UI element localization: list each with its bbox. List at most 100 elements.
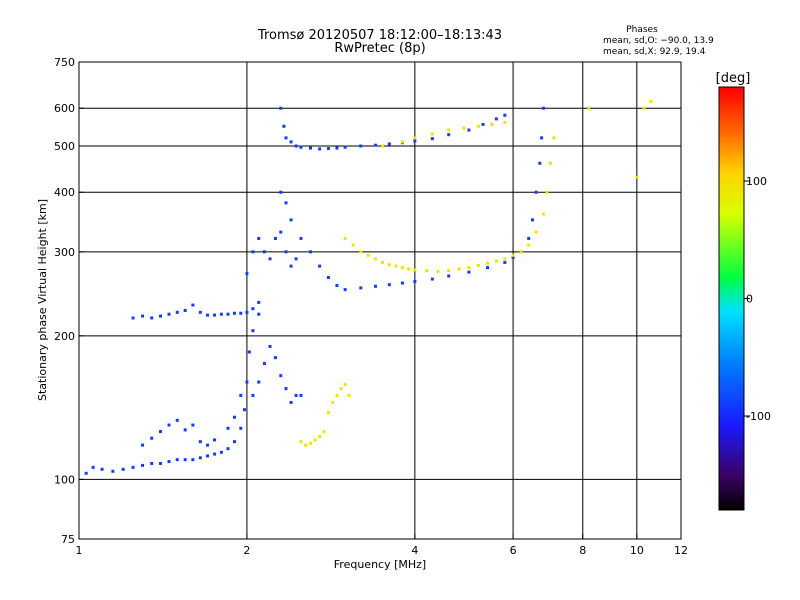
echo-point-O	[541, 106, 545, 110]
echo-point-O	[226, 312, 230, 316]
echo-point-O	[413, 139, 417, 143]
echo-point-X	[467, 266, 471, 270]
echo-point-O	[251, 250, 255, 254]
echo-point-O	[111, 469, 115, 473]
echo-point-O	[226, 426, 230, 430]
echo-point-O	[245, 380, 249, 384]
echo-point-O	[318, 264, 322, 268]
y-tick-label: 600	[54, 102, 75, 115]
echo-point-O	[247, 350, 251, 354]
echo-point-X	[373, 257, 377, 261]
echo-point-O	[289, 400, 293, 404]
echo-point-O	[198, 456, 202, 460]
x-tick-label: 4	[411, 544, 418, 557]
echo-point-O	[273, 356, 277, 360]
echo-point-O	[213, 438, 217, 442]
echo-point-O	[318, 147, 322, 151]
echo-point-X	[299, 440, 303, 444]
colorbar-ticks: 100 0 -100	[744, 175, 771, 423]
echo-point-O	[289, 218, 293, 222]
colorbar-label: [deg]	[716, 71, 751, 86]
echo-point-O	[183, 458, 187, 462]
echo-point-O	[183, 308, 187, 312]
echo-point-X	[447, 269, 451, 273]
echo-point-X	[545, 190, 549, 194]
echo-point-O	[486, 266, 490, 270]
echo-point-X	[503, 121, 507, 125]
echo-point-O	[239, 426, 243, 430]
echo-point-O	[294, 393, 298, 397]
echo-point-O	[131, 316, 135, 320]
echo-point-O	[257, 312, 261, 316]
echo-point-X	[387, 263, 391, 267]
echo-point-O	[206, 454, 210, 458]
echo-point-O	[239, 393, 243, 397]
echo-point-O	[359, 286, 363, 290]
y-tick-label: 75	[61, 533, 75, 546]
echo-point-O	[284, 387, 288, 391]
x-tick-label: 6	[510, 544, 517, 557]
echo-point-O	[284, 136, 288, 140]
echo-point-O	[257, 300, 261, 304]
echo-point-X	[308, 441, 312, 445]
echo-point-O	[141, 463, 145, 467]
echo-point-O	[242, 408, 246, 412]
echo-point-X	[380, 260, 384, 264]
echo-point-X	[486, 261, 490, 265]
echo-point-O	[400, 281, 404, 285]
echo-point-O	[175, 310, 179, 314]
echo-point-X	[343, 383, 347, 387]
x-tick-label: 8	[579, 544, 586, 557]
echo-point-X	[587, 106, 591, 110]
colorbar-tick-label: -100	[746, 410, 771, 423]
echo-point-O	[299, 236, 303, 240]
echo-point-X	[425, 269, 429, 273]
echo-point-O	[430, 277, 434, 281]
echo-point-X	[649, 99, 653, 103]
phases-o-stats: mean, sd,O: −90.0, 13.9	[603, 36, 714, 46]
echo-point-O	[447, 274, 451, 278]
echo-point-O	[245, 310, 249, 314]
echo-point-O	[273, 236, 277, 240]
echo-point-X	[552, 136, 556, 140]
echo-point-O	[511, 255, 515, 259]
echo-point-O	[232, 311, 236, 315]
echo-point-O	[251, 329, 255, 333]
echo-point-O	[279, 190, 283, 194]
echo-point-O	[245, 272, 249, 276]
echo-point-O	[232, 440, 236, 444]
echo-point-O	[359, 144, 363, 148]
echo-point-O	[91, 465, 95, 469]
echo-point-X	[394, 264, 398, 268]
echo-point-O	[175, 458, 179, 462]
echo-point-O	[467, 128, 471, 132]
echo-point-O	[299, 145, 303, 149]
echo-point-O	[239, 311, 243, 315]
echo-point-X	[548, 161, 552, 165]
echo-point-O	[413, 279, 417, 283]
echo-point-X	[457, 267, 461, 271]
echo-point-O	[183, 428, 187, 432]
echo-point-O	[373, 143, 377, 147]
y-tick-label: 200	[54, 330, 75, 343]
y-tick-label: 400	[54, 186, 75, 199]
echo-point-O	[268, 257, 272, 261]
echo-point-X	[339, 387, 343, 391]
echo-point-O	[467, 270, 471, 274]
echo-point-O	[191, 423, 195, 427]
echo-point-X	[351, 243, 355, 247]
echo-point-O	[282, 124, 286, 128]
y-axis: 75 100 200 300 400 500 600 750	[54, 56, 84, 546]
echo-point-O	[232, 415, 236, 419]
echo-point-O	[251, 307, 255, 311]
echo-point-X	[359, 250, 363, 254]
echo-point-O	[326, 276, 330, 280]
echo-point-O	[503, 113, 507, 117]
echo-point-X	[400, 140, 404, 144]
echo-point-O	[294, 144, 298, 148]
echo-point-O	[326, 146, 330, 150]
echo-point-O	[159, 461, 163, 465]
echo-point-X	[413, 268, 417, 272]
x-tick-label: 1	[76, 544, 83, 557]
echo-point-O	[191, 458, 195, 462]
